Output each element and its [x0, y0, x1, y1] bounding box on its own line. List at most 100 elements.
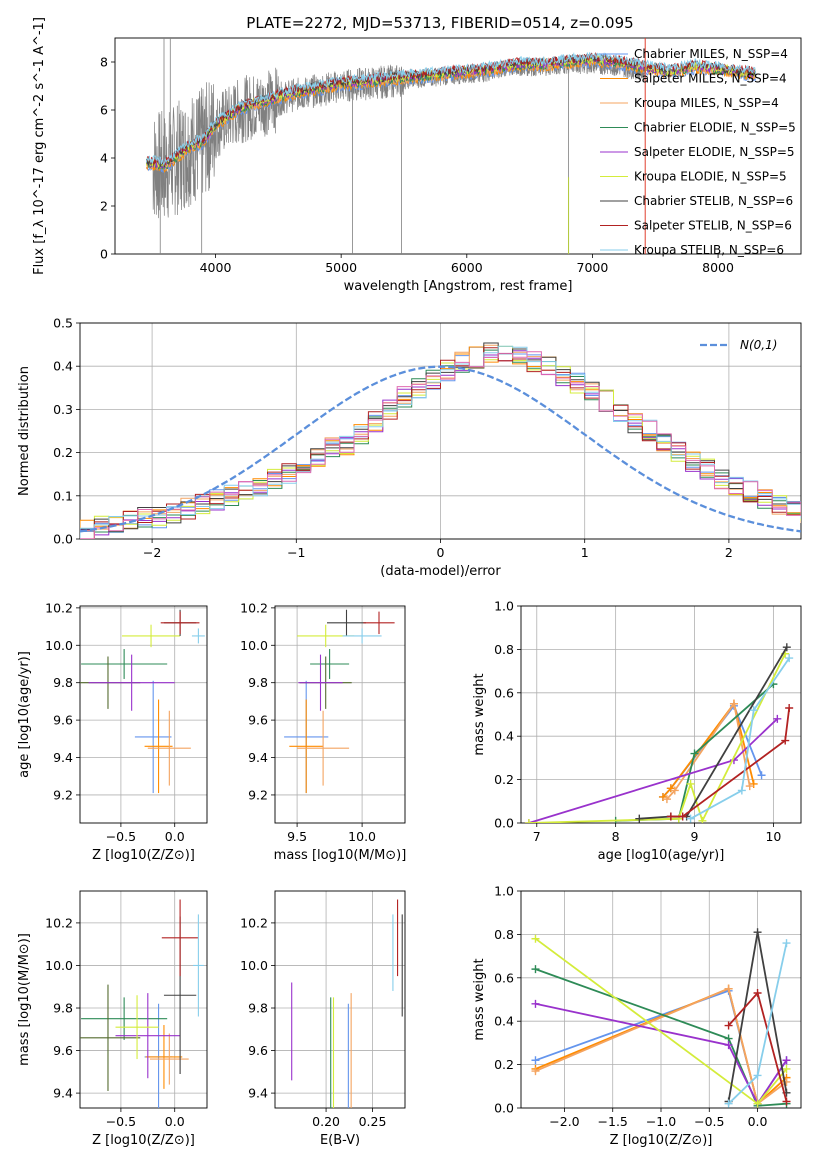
- mass-vs-Z-xtick-label-1: 0.0: [165, 1114, 185, 1129]
- mass-weight-marker: [531, 999, 540, 1008]
- age-vs-Z-axes: −0.5 0.0 9.2 9.4 9.6 9.8 10.0 10.2 Z [log10(Z/Z⊙…: [17, 600, 208, 863]
- mass-weight-marker: [690, 749, 699, 758]
- age-vs-Z-ylabel: age [log10(age/yr)]: [17, 651, 32, 778]
- mass-weight-vs-age-xtick-label-2: 9: [691, 829, 699, 844]
- mass-weight-vs-Z-frame: [520, 890, 802, 1109]
- mass-weight-vs-age-plot-area: [524, 643, 794, 823]
- mass-weight-marker: [698, 816, 707, 823]
- errorbar-point: [342, 628, 382, 644]
- age-vs-mass-xlabel: mass [log10(M/M⊙)]: [274, 848, 407, 863]
- errorbar-point: [147, 710, 191, 786]
- mass-weight-marker: [635, 814, 644, 823]
- errorbar-point: [363, 611, 395, 635]
- errorbar-point: [144, 699, 173, 794]
- mass-vs-Z-ylabel: mass [log10(M/M⊙)]: [17, 933, 32, 1066]
- age-vs-mass-axes: 9.5 10.0 9.2 9.4 9.6 9.8 10.0 10.2 mass [log10(M…: [240, 600, 406, 863]
- errorbar-point: [191, 628, 205, 644]
- mass-weight-marker: [782, 1056, 791, 1065]
- mass-vs-EBV-xtick-label-1: 0.25: [359, 1114, 387, 1129]
- mass-weight-vs-age-ytick-label-2: 0.4: [494, 729, 514, 744]
- mass-weight-marker: [531, 1056, 540, 1065]
- errorbar-point: [134, 680, 172, 794]
- mass-weight-vs-Z-xtick-label-4: 0.0: [748, 1114, 768, 1129]
- mass-vs-Z-xlabel: Z [log10(Z/Z⊙)]: [92, 1133, 195, 1148]
- mass-vs-Z-plot-area: [80, 899, 204, 1108]
- mass-weight-vs-Z-ytick-label-5: 1.0: [494, 884, 514, 899]
- mass-weight-marker: [678, 812, 687, 821]
- residuals-ytick-label-2: 0.2: [53, 445, 73, 460]
- legend-label: Chabrier STELIB, N_SSP=6: [634, 194, 793, 208]
- age-vs-mass-ytick-label-0: 9.2: [248, 787, 268, 802]
- mass-weight-marker: [524, 819, 533, 823]
- mass-vs-EBV-frame: [274, 890, 406, 1109]
- mass-vs-Z-frame: [79, 890, 208, 1109]
- mass-weight-vs-Z-ytick-label-4: 0.8: [494, 927, 514, 942]
- mass-weight-marker: [757, 771, 766, 780]
- errorbar-point: [145, 1025, 183, 1089]
- mass-weight-marker: [745, 782, 754, 791]
- mass-vs-EBV-xtick-label-0: 0.20: [312, 1114, 340, 1129]
- mass-weight-marker: [531, 934, 540, 943]
- mass-weight-vs-age-ytick-label-5: 1.0: [494, 599, 514, 614]
- mass-weight-vs-age-ytick-label-0: 0.0: [494, 816, 514, 831]
- age-vs-mass-ytick-label-2: 9.6: [248, 713, 268, 728]
- age-vs-mass-xtick-label-1: 10.0: [348, 829, 376, 844]
- age-vs-mass-plot-area: [284, 609, 395, 794]
- spectrum-xlabel: wavelength [Angstrom, rest frame]: [344, 279, 573, 294]
- residuals-ytick-label-0: 0.0: [53, 532, 73, 547]
- spectrum-axes: 4000 5000 6000 7000 8000 0 2 4 6 8 wavelength [Ang…: [32, 17, 802, 294]
- mass-weight-marker: [686, 814, 695, 823]
- mass-vs-EBV-plot-area: [291, 899, 403, 1108]
- errorbar-point: [80, 984, 141, 1091]
- mass-vs-EBV-axes: 0.20 0.25 9.4 9.6 9.8 10.0 10.2 E(B-V): [240, 890, 406, 1148]
- mass-weight-marker: [782, 1064, 791, 1073]
- mass-weight-marker: [531, 965, 540, 974]
- errorbar-point: [298, 654, 343, 711]
- residuals-xlabel: (data-model)/error: [380, 564, 501, 579]
- errorbar-point: [88, 654, 175, 711]
- spectrum-xtick-label-0: 4000: [200, 260, 232, 275]
- errorbar-point: [81, 649, 168, 679]
- mass-weight-vs-Z-plot-area: [531, 928, 791, 1108]
- mass-weight-marker: [666, 812, 675, 821]
- mass-weight-marker: [749, 706, 758, 715]
- mass-vs-EBV-ytick-label-0: 9.4: [248, 1086, 268, 1101]
- mass-weight-marker: [724, 1099, 733, 1108]
- mass-weight-vs-age-frame: [520, 605, 802, 824]
- mass-vs-Z-xtick-label-0: −0.5: [106, 1114, 136, 1129]
- mass-weight-vs-Z-ytick-label-0: 0.0: [494, 1101, 514, 1116]
- mass-weight-vs-Z-ytick-label-2: 0.4: [494, 1014, 514, 1029]
- legend-label: Kroupa MILES, N_SSP=4: [634, 96, 779, 110]
- mass-weight-vs-Z-ytick-label-3: 0.6: [494, 970, 514, 985]
- mass-weight-vs-Z-xlabel: Z [log10(Z/Z⊙)]: [610, 1133, 713, 1148]
- spectrum-xtick-label-2: 6000: [451, 260, 483, 275]
- errorbar-point: [115, 993, 181, 1079]
- gaussian-reference-curve: [80, 365, 801, 533]
- errorbar-point: [161, 899, 199, 977]
- legend-label: Salpeter ELODIE, N_SSP=5: [634, 145, 795, 159]
- mass-weight-vs-age-xtick-label-0: 7: [533, 829, 541, 844]
- residuals-xtick-label-2: 0: [437, 545, 445, 560]
- mass-weight-marker: [782, 1097, 791, 1106]
- mass-weight-vs-Z-axes: −2.0 −1.5 −1.0 −0.5 0.0 0.0 0.2 0.4 0.6 0.8 1.0 Z […: [472, 884, 802, 1148]
- mass-vs-Z-ytick-label-0: 9.4: [53, 1086, 73, 1101]
- mass-weight-line: [690, 657, 790, 820]
- histogram-series: [80, 347, 801, 539]
- mass-weight-marker: [753, 1071, 762, 1080]
- legend-label: Salpeter STELIB, N_SSP=6: [634, 219, 792, 233]
- age-vs-Z-ytick-label-5: 10.2: [45, 600, 73, 615]
- age-vs-mass-xtick-label-0: 9.5: [287, 829, 307, 844]
- errorbar-point: [193, 914, 204, 1017]
- mass-weight-marker: [785, 654, 794, 663]
- age-vs-Z-ytick-label-4: 10.0: [45, 638, 73, 653]
- age-vs-Z-xlabel: Z [log10(Z/Z⊙)]: [92, 848, 195, 863]
- mass-weight-line: [662, 701, 755, 798]
- mass-weight-vs-Z-ylabel: mass weight: [472, 958, 487, 1040]
- mass-weight-marker: [773, 714, 782, 723]
- residuals-frame: [79, 322, 802, 540]
- age-vs-Z-xtick-label-1: 0.0: [165, 829, 185, 844]
- mass-weight-vs-age-ytick-label-4: 0.8: [494, 642, 514, 657]
- age-vs-Z-ytick-label-0: 9.2: [53, 787, 73, 802]
- age-vs-mass-ytick-label-1: 9.4: [248, 750, 268, 765]
- mass-weight-vs-age-ylabel: mass weight: [472, 673, 487, 755]
